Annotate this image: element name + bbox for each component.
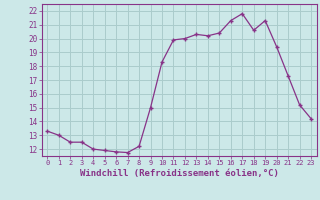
X-axis label: Windchill (Refroidissement éolien,°C): Windchill (Refroidissement éolien,°C) [80,169,279,178]
